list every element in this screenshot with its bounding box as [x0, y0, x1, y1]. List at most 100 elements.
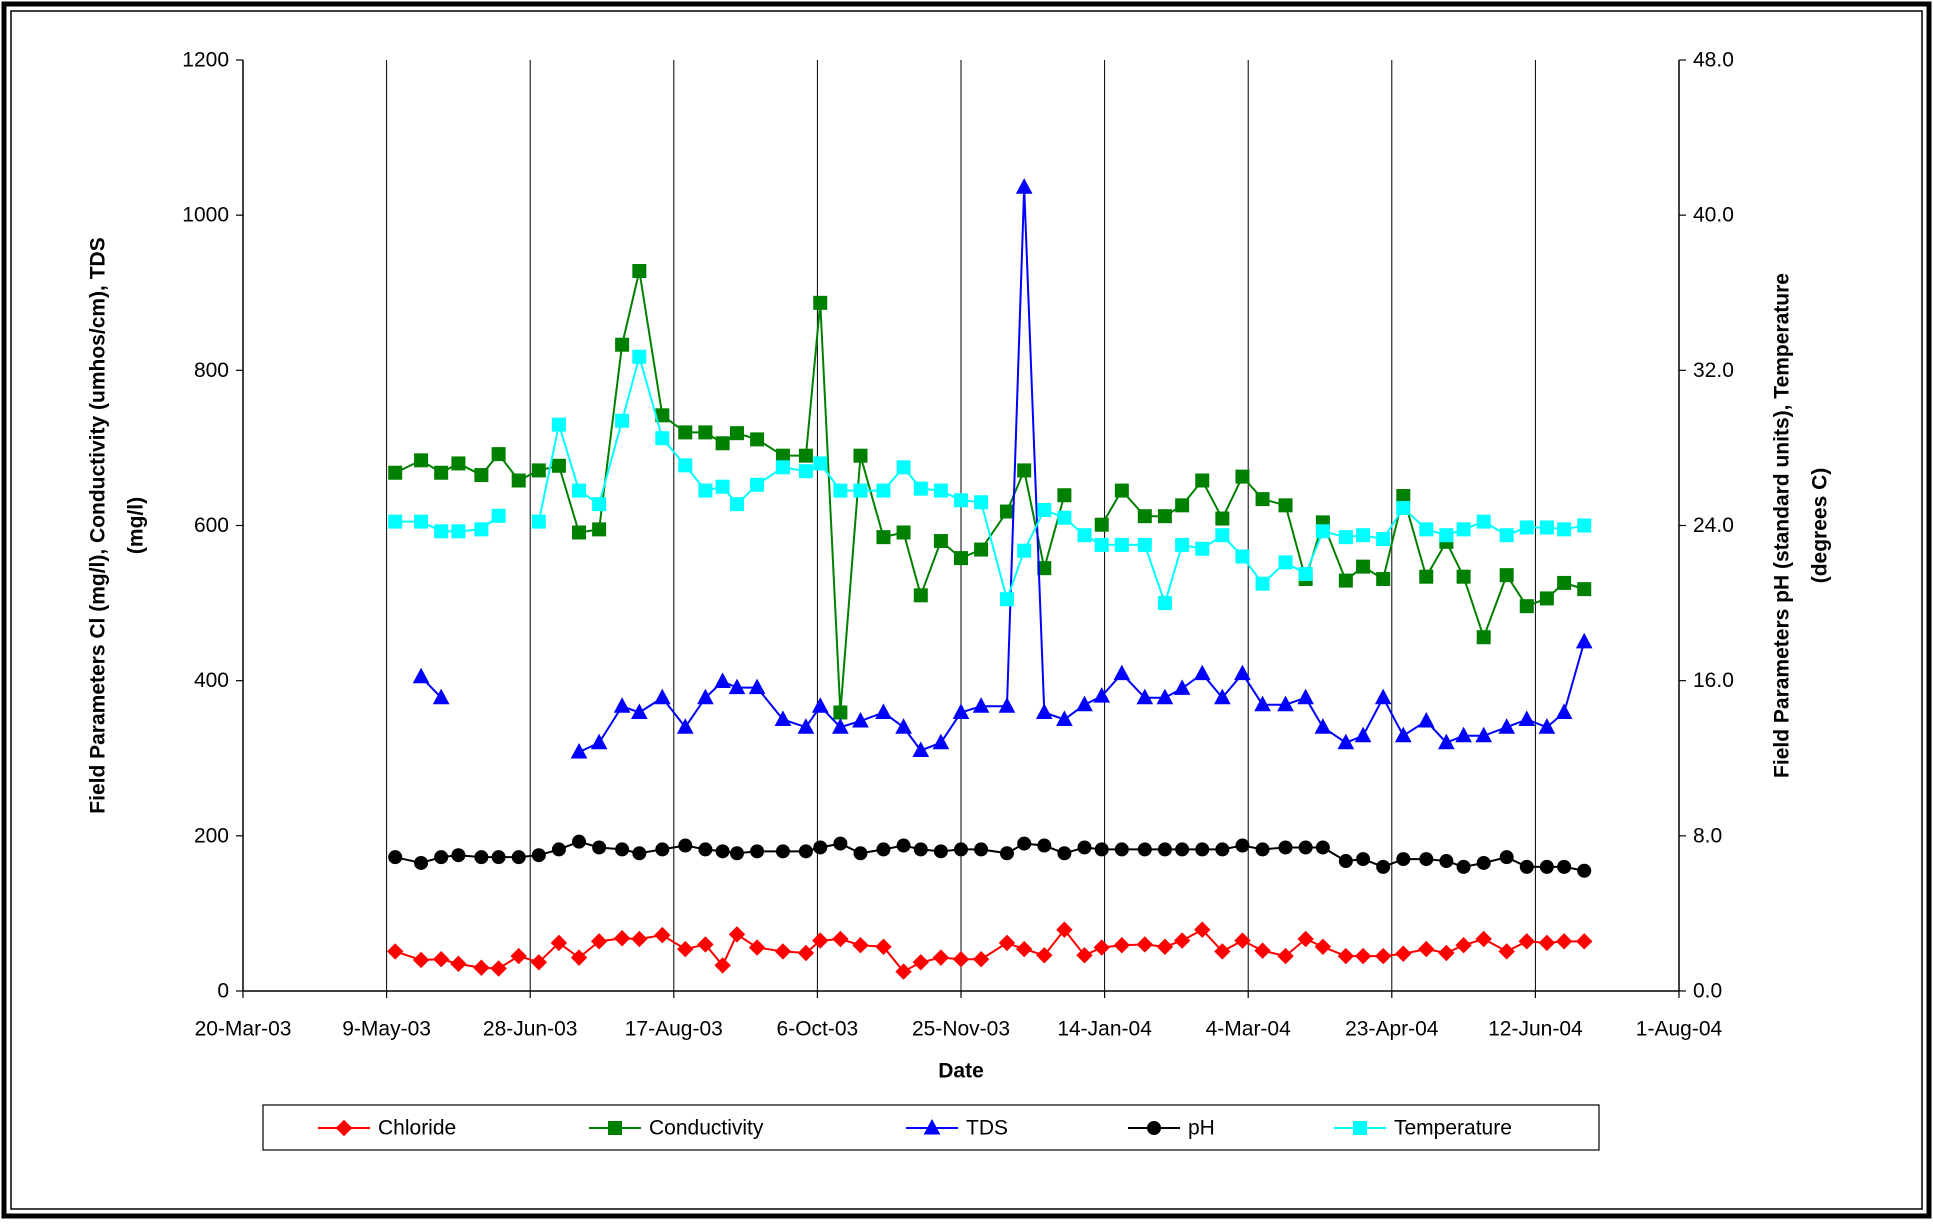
marker — [451, 524, 466, 539]
marker — [678, 458, 693, 473]
marker — [590, 933, 608, 950]
marker — [590, 733, 608, 750]
marker — [1015, 178, 1033, 194]
marker — [654, 926, 671, 944]
marker — [1057, 510, 1072, 525]
x-tick-label: 20-Mar-03 — [195, 1018, 292, 1041]
legend: Chloride Conductivity TDS pH Temperature — [262, 1104, 1600, 1151]
marker — [572, 525, 587, 540]
marker — [1235, 838, 1250, 853]
marker — [474, 522, 489, 537]
marker — [632, 846, 647, 861]
marker — [1376, 572, 1391, 587]
marker — [432, 688, 450, 705]
marker — [678, 838, 693, 853]
y-tick-label: 400 — [194, 669, 229, 692]
marker — [1297, 688, 1314, 705]
marker — [1376, 532, 1391, 547]
marker — [998, 697, 1016, 713]
marker — [1076, 695, 1093, 712]
marker — [1094, 537, 1109, 552]
marker — [1338, 573, 1353, 588]
marker — [832, 718, 849, 734]
marker — [832, 930, 849, 948]
marker — [1156, 938, 1174, 955]
marker — [1015, 940, 1033, 958]
marker — [748, 939, 766, 956]
marker — [895, 963, 912, 980]
marker — [1538, 718, 1556, 734]
x-tick-label: 4-Mar-04 — [1206, 1018, 1292, 1041]
marker — [1077, 528, 1092, 543]
marker — [1396, 489, 1411, 504]
marker — [714, 957, 731, 974]
marker — [551, 458, 566, 473]
marker — [774, 943, 792, 960]
x-tick-label: 1-Aug-04 — [1636, 1018, 1723, 1041]
marker — [434, 465, 449, 480]
marker — [677, 940, 694, 958]
marker — [388, 850, 403, 865]
marker — [1215, 842, 1230, 857]
marker — [678, 425, 693, 440]
marker — [954, 842, 968, 857]
marker — [775, 460, 790, 475]
marker — [698, 425, 713, 440]
marker — [1575, 632, 1593, 649]
marker — [1094, 517, 1109, 532]
marker — [972, 697, 990, 713]
marker — [510, 947, 527, 965]
marker — [1195, 541, 1210, 556]
marker — [414, 453, 429, 468]
x-axis-title: Date — [938, 1060, 984, 1083]
marker — [1354, 947, 1372, 965]
marker — [551, 417, 566, 432]
x-tick-label: 28-Jun-03 — [483, 1018, 578, 1041]
marker — [1255, 576, 1270, 591]
y-axis-title: (mg/l) — [125, 497, 148, 554]
marker — [813, 840, 828, 855]
marker — [1113, 937, 1131, 954]
marker — [1476, 855, 1491, 870]
plot-marks — [387, 178, 1593, 980]
marker — [876, 483, 891, 498]
marker — [1577, 518, 1592, 533]
marker — [1254, 942, 1271, 959]
marker — [434, 524, 449, 539]
marker — [1519, 520, 1534, 535]
marker — [1157, 842, 1172, 857]
marker — [1036, 947, 1053, 964]
marker — [853, 483, 868, 498]
marker — [1356, 852, 1371, 867]
marker — [550, 934, 568, 952]
x-tick-label: 25-Nov-03 — [912, 1018, 1010, 1041]
marker — [592, 840, 607, 855]
marker — [1278, 555, 1293, 570]
marker — [1395, 945, 1412, 962]
marker — [592, 497, 607, 512]
marker — [715, 436, 730, 451]
marker — [1476, 630, 1491, 645]
marker — [797, 718, 815, 734]
marker — [1499, 528, 1514, 543]
marker — [912, 954, 929, 971]
marker — [1337, 733, 1355, 750]
marker — [1396, 501, 1411, 516]
marker — [833, 836, 848, 851]
marker — [728, 926, 746, 943]
marker — [531, 463, 546, 478]
marker — [1114, 842, 1129, 857]
marker — [833, 483, 848, 498]
marker — [511, 850, 526, 865]
marker — [613, 697, 631, 713]
marker — [1214, 688, 1231, 705]
marker — [1057, 846, 1072, 861]
marker — [1374, 947, 1392, 965]
marker — [1093, 939, 1110, 956]
marker — [474, 850, 489, 865]
marker — [1255, 842, 1270, 857]
marker — [1094, 842, 1109, 857]
marker — [750, 477, 765, 492]
marker — [1539, 859, 1554, 874]
